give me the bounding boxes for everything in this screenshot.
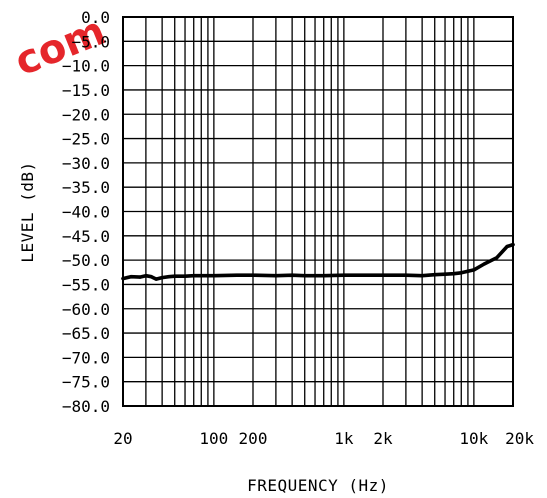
x-tick-label: 2k	[373, 429, 393, 448]
series-point	[290, 273, 294, 277]
y-tick-label: −20.0	[62, 105, 110, 124]
series-point	[443, 272, 447, 276]
series-point	[322, 274, 326, 278]
y-tick-label: −60.0	[62, 300, 110, 319]
y-tick-label: −15.0	[62, 81, 110, 100]
y-tick-label: 0.0	[81, 8, 110, 27]
series-point	[192, 274, 196, 278]
series-point	[420, 274, 424, 278]
series-point	[154, 277, 158, 281]
series-point	[138, 275, 142, 279]
series-point	[404, 273, 408, 277]
x-tick-labels: 20 100 200 1k 2k 10k 20k	[113, 429, 534, 448]
series-point	[365, 273, 369, 277]
y-tick-label: −10.0	[62, 57, 110, 76]
series-point	[212, 274, 216, 278]
series-point	[495, 256, 499, 260]
series-point	[167, 275, 171, 279]
series-point	[452, 272, 456, 276]
y-tick-label: −75.0	[62, 373, 110, 392]
series-point	[274, 274, 278, 278]
series-point	[511, 242, 515, 247]
x-tick-label: 10k	[459, 429, 488, 448]
series-point	[251, 273, 255, 277]
plot-frame	[122, 16, 514, 407]
y-axis-title: LEVEL (dB)	[18, 161, 37, 262]
series-point	[206, 274, 210, 278]
series-point	[381, 273, 385, 277]
x-tick-label: 100	[199, 429, 228, 448]
series-point	[129, 275, 133, 279]
series-group	[121, 242, 515, 281]
series-point	[183, 274, 187, 278]
series-point	[235, 273, 239, 277]
y-tick-label: −65.0	[62, 324, 110, 343]
series-point	[199, 274, 203, 278]
y-tick-label: −50.0	[62, 251, 110, 270]
x-tick-label: 200	[239, 429, 268, 448]
series-point	[160, 276, 164, 280]
y-tick-label: −70.0	[62, 348, 110, 367]
y-tick-label: −80.0	[62, 397, 110, 416]
x-tick-label: 20k	[505, 429, 534, 448]
x-axis-title: FREQUENCY (Hz)	[247, 476, 389, 495]
series-point	[472, 268, 476, 272]
series-point	[433, 273, 437, 277]
series-point	[505, 244, 509, 249]
series-point	[121, 277, 125, 281]
y-tick-labels: 0.0 −5.0 −10.0 −15.0 −20.0 −25.0 −30.0 −35.0 −40…	[62, 8, 110, 416]
series-point	[149, 275, 153, 279]
x-tick-label: 1k	[334, 429, 354, 448]
plot-border	[122, 16, 514, 407]
x-tick-label: 20	[113, 429, 132, 448]
grid	[123, 16, 513, 407]
y-tick-label: −25.0	[62, 130, 110, 149]
series-point	[342, 273, 346, 277]
y-tick-label: −55.0	[62, 275, 110, 294]
series-point	[303, 274, 307, 278]
series-point	[144, 274, 148, 278]
series-point	[173, 274, 177, 278]
y-tick-label: −40.0	[62, 203, 110, 222]
y-tick-label: −30.0	[62, 154, 110, 173]
y-tick-label: −5.0	[71, 32, 110, 51]
series-point	[459, 271, 463, 275]
y-tick-label: −35.0	[62, 178, 110, 197]
series-point	[466, 269, 470, 273]
series-point	[482, 262, 486, 266]
y-tick-label: −45.0	[62, 227, 110, 246]
